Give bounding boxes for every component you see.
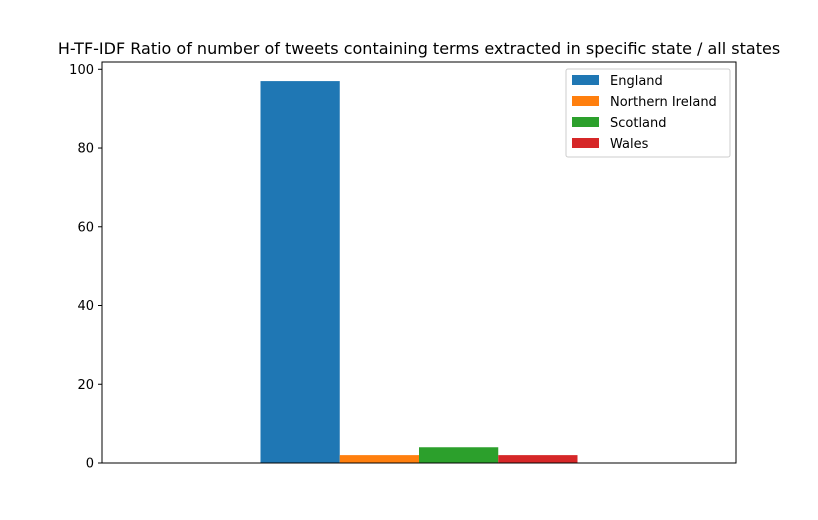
legend: England Northern Ireland Scotland Wales [565, 68, 731, 158]
y-tick-label: 100 [69, 63, 94, 78]
legend-box [565, 68, 731, 158]
legend-label-wales: Wales [610, 137, 649, 152]
bar-northern-ireland [339, 455, 419, 463]
legend-swatch-northern-ireland [572, 96, 599, 106]
y-tick-label: 0 [86, 457, 94, 472]
y-tick-label: 80 [77, 142, 94, 157]
bar-england [260, 81, 340, 463]
legend-swatch-scotland [572, 117, 599, 127]
legend-label-northern-ireland: Northern Ireland [610, 95, 717, 110]
y-axis: 0 20 40 60 80 100 [69, 63, 102, 472]
bar-wales [498, 455, 578, 463]
y-tick-label: 60 [77, 220, 94, 235]
y-tick-label: 40 [77, 299, 94, 314]
y-tick-label: 20 [77, 378, 94, 393]
chart-title: H-TF-IDF Ratio of number of tweets conta… [58, 39, 780, 58]
bar-scotland [419, 447, 499, 463]
plot-frame [101, 61, 737, 464]
legend-label-england: England [610, 74, 663, 89]
legend-swatch-england [572, 75, 599, 85]
legend-label-scotland: Scotland [610, 116, 667, 131]
legend-swatch-wales [572, 138, 599, 148]
bars-group [260, 81, 578, 463]
